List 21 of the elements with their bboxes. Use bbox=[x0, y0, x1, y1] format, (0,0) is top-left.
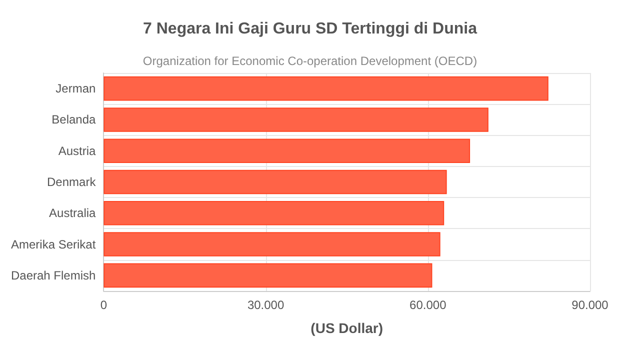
x-tick-label: 60.000 bbox=[410, 298, 447, 312]
bar bbox=[104, 232, 440, 256]
y-tick-label: Amerika Serikat bbox=[10, 237, 96, 252]
bar bbox=[104, 76, 548, 101]
x-tick-label: 30.000 bbox=[247, 298, 284, 312]
bar bbox=[104, 200, 444, 226]
y-tick-label: Belanda bbox=[52, 112, 96, 127]
chart-title: 7 Negara Ini Gaji Guru SD Tertinggi di Dunia bbox=[143, 20, 478, 38]
y-tick-label: Daerah Flemish bbox=[10, 268, 96, 282]
chart-subtitle: Organization for Economic Co-operation Development (OECD) bbox=[142, 54, 478, 68]
bar bbox=[104, 170, 447, 194]
x-tick-label: 0 bbox=[100, 298, 108, 312]
bar bbox=[104, 108, 488, 132]
y-tick-label: Australia bbox=[49, 206, 96, 220]
x-tick-label: 90.000 bbox=[572, 298, 609, 312]
y-tick-label: Denmark bbox=[47, 175, 97, 189]
bar bbox=[104, 138, 470, 164]
bar bbox=[104, 263, 432, 288]
y-tick-label: Austria bbox=[58, 144, 96, 158]
y-tick-label: Jerman bbox=[56, 82, 96, 96]
x-axis-title: (US Dollar) bbox=[310, 320, 384, 336]
